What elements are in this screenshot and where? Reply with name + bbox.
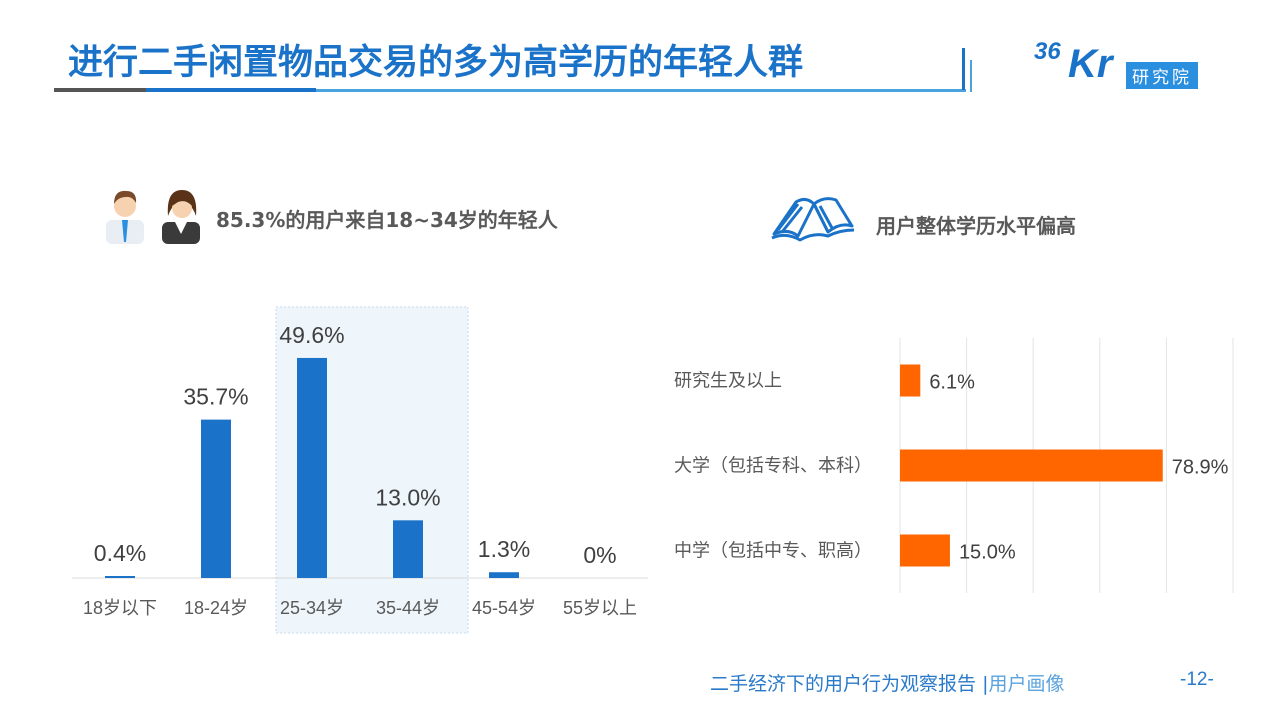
hbar-tick-label-2: 中学（包括中专、职高）: [674, 541, 872, 561]
data-label-4: 1.3%: [478, 536, 530, 562]
footer: 二手经济下的用户行为观察报告 |用户画像: [710, 669, 1064, 696]
page-number: -12-: [1180, 669, 1214, 690]
age-subtitle: 85.3%的用户来自18~34岁的年轻人: [216, 208, 558, 232]
highlight-outline: [275, 306, 469, 634]
bar-2: [297, 357, 327, 578]
title-underline-light: [316, 89, 966, 92]
logo-subtitle: 研究院: [1126, 62, 1198, 89]
hbar-1: [900, 449, 1163, 482]
data-label-0: 0.4%: [94, 540, 146, 566]
tick-label-1: 18-24岁: [184, 598, 248, 618]
tick-label-2: 25-34岁: [280, 598, 344, 618]
bar-1: [201, 419, 231, 578]
logo-36: 36: [1034, 38, 1061, 65]
title-end-mark-2: [970, 60, 972, 92]
footer-separator: |: [982, 673, 989, 695]
title-underline-blue: [146, 88, 316, 92]
hbar-0: [900, 364, 921, 397]
footer-section: 用户画像: [988, 673, 1065, 695]
data-label-3: 13.0%: [375, 484, 440, 510]
logo-kr: Kr: [1068, 42, 1113, 86]
age-bar-chart: 0.4% 18岁以下 35.7% 18-24岁 49.6% 25-34岁 13.0% 35-4…: [72, 306, 648, 634]
open-book-icon: [771, 197, 855, 242]
tick-label-0: 18岁以下: [83, 598, 157, 618]
hbar-data-label-2: 15.0%: [959, 542, 1016, 564]
data-label-5: 0%: [583, 542, 616, 568]
data-label-2: 49.6%: [279, 322, 344, 348]
tick-label-5: 55岁以上: [563, 598, 637, 618]
brand-logo: 36 Kr 研究院: [1034, 38, 1214, 92]
hbar-tick-label-0: 研究生及以上: [674, 371, 782, 391]
education-bar-chart: 6.1% 研究生及以上 78.9% 大学（包括专科、本科） 15.0% 中学（包括中专、职…: [674, 338, 1234, 593]
hbar-tick-label-1: 大学（包括专科、本科）: [674, 456, 872, 476]
bar-4: [489, 572, 519, 578]
business-people-icon: [106, 190, 200, 244]
data-label-1: 35.7%: [183, 384, 248, 410]
tick-label-4: 45-54岁: [472, 598, 536, 618]
bar-0: [105, 576, 135, 578]
page-title: 进行二手闲置物品交易的多为高学历的年轻人群: [68, 43, 804, 83]
hbar-2: [900, 534, 950, 567]
hbar-data-label-0: 6.1%: [929, 372, 975, 394]
title-underline-dark: [54, 88, 146, 92]
education-subtitle: 用户整体学历水平偏高: [876, 214, 1076, 238]
tick-label-3: 35-44岁: [376, 598, 440, 618]
title-end-mark: [962, 48, 965, 90]
highlight-band-2: [372, 307, 468, 633]
hbar-data-label-1: 78.9%: [1172, 457, 1229, 479]
bar-3: [393, 520, 423, 578]
footer-report-title: 二手经济下的用户行为观察报告: [710, 673, 977, 695]
